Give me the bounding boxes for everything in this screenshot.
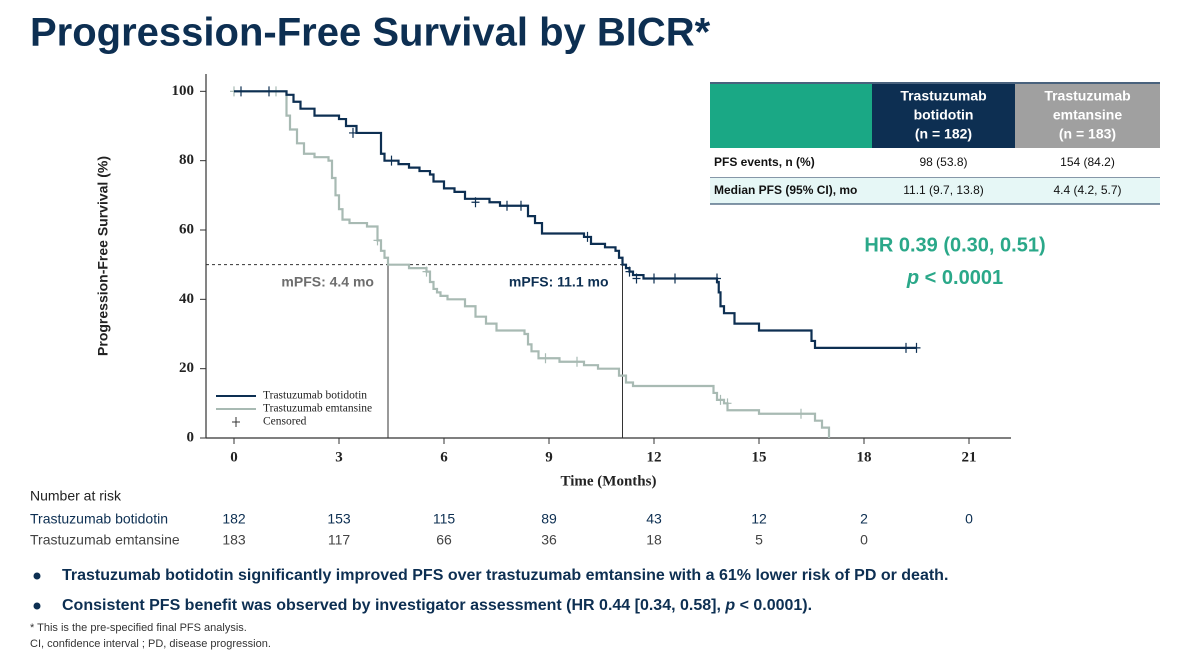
- x-axis-label: Time (Months): [561, 473, 657, 489]
- risk-count: 89: [541, 511, 557, 527]
- table-row: [710, 178, 1160, 204]
- censor-mark: [541, 353, 550, 364]
- censor-mark: [716, 394, 725, 405]
- table-header-cell: [872, 84, 1015, 148]
- table-header-cell: [1015, 84, 1160, 148]
- bullet-text: Consistent PFS benefit was observed by i…: [62, 597, 812, 614]
- p-value: p < 0.0001: [906, 267, 1003, 289]
- censor-mark: [517, 200, 525, 211]
- x-tick-label: 21: [962, 449, 977, 465]
- censor-mark: [713, 273, 721, 284]
- y-tick-label: 100: [172, 83, 195, 99]
- x-tick-label: 15: [752, 449, 767, 465]
- table-header-text: Trastuzumab: [900, 88, 986, 104]
- risk-row-label: Trastuzumab botidotin: [30, 511, 168, 527]
- censor-mark: [573, 356, 581, 367]
- censor-mark: [422, 266, 431, 277]
- risk-table-title: Number at risk: [30, 488, 122, 504]
- risk-count: 36: [541, 532, 557, 548]
- risk-count: 182: [222, 511, 246, 527]
- bullet-dot: [33, 572, 41, 580]
- footnote: CI, confidence interval ; PD, disease pr…: [30, 638, 271, 650]
- censor-mark: [471, 197, 480, 208]
- censor-mark: [797, 408, 805, 419]
- risk-count: 2: [860, 511, 868, 527]
- risk-count: 115: [433, 511, 456, 527]
- y-tick-label: 80: [179, 152, 194, 168]
- censor-mark: [912, 342, 921, 353]
- y-tick-label: 60: [179, 221, 194, 237]
- table-header-text: (n = 182): [915, 126, 972, 142]
- risk-count: 153: [327, 511, 351, 527]
- censor-mark: [671, 273, 679, 284]
- censor-mark: [237, 86, 245, 97]
- censor-mark: [583, 231, 592, 242]
- bullet-dot: [33, 602, 41, 610]
- table-header-text: emtansine: [1053, 107, 1122, 123]
- table-cell: 11.1 (9.7, 13.8): [903, 183, 984, 197]
- median-label: mPFS: 4.4 mo: [281, 273, 374, 289]
- x-tick-label: 6: [440, 449, 448, 465]
- y-tick-label: 40: [179, 291, 194, 307]
- censor-mark: [387, 155, 396, 166]
- table-cell: 4.4 (4.2, 5.7): [1053, 183, 1121, 197]
- table-header-text: (n = 183): [1059, 126, 1116, 142]
- x-tick-label: 0: [230, 449, 238, 465]
- risk-count: 5: [755, 532, 763, 548]
- survival-curve: [234, 90, 917, 349]
- table-cell: Median PFS (95% CI), mo: [714, 183, 857, 197]
- risk-count: 43: [646, 511, 662, 527]
- bullet-part: p: [724, 597, 735, 614]
- bullet-part: < 0.0001).: [735, 597, 812, 614]
- bullet-text: Trastuzumab botidotin significantly impr…: [62, 567, 948, 584]
- censor-mark: [650, 273, 658, 284]
- censor-mark: [265, 86, 273, 97]
- risk-count: 0: [965, 511, 973, 527]
- censor-mark: [349, 127, 357, 138]
- x-tick-label: 3: [335, 449, 343, 465]
- y-axis-label: Progression-Free Survival (%): [95, 156, 111, 356]
- median-label: mPFS: 11.1 mo: [509, 273, 609, 289]
- risk-count: 18: [646, 532, 662, 548]
- x-tick-label: 9: [545, 449, 553, 465]
- censor-mark: [632, 273, 641, 284]
- risk-count: 117: [328, 532, 351, 548]
- table-row: [710, 148, 1160, 178]
- legend-label: Trastuzumab emtansine: [263, 403, 372, 415]
- x-tick-label: 12: [647, 449, 662, 465]
- p-number: < 0.0001: [919, 267, 1003, 289]
- censor-mark: [902, 342, 910, 353]
- footnote: * This is the pre-specified final PFS an…: [30, 622, 247, 634]
- censor-mark: [723, 398, 732, 409]
- slide-title: Progression-Free Survival by BICR*: [30, 11, 711, 55]
- x-tick-label: 18: [857, 449, 872, 465]
- risk-count: 66: [436, 532, 452, 548]
- hazard-ratio: HR 0.39 (0.30, 0.51): [864, 234, 1045, 256]
- survival-curve: [234, 90, 831, 438]
- risk-count: 0: [860, 532, 868, 548]
- risk-count: 12: [751, 511, 767, 527]
- table-cell: 154 (84.2): [1060, 155, 1115, 169]
- risk-row-label: Trastuzumab emtansine: [30, 532, 180, 548]
- bullet-part: Trastuzumab botidotin significantly impr…: [62, 567, 948, 584]
- y-tick-label: 20: [179, 360, 194, 376]
- table-header-cell: [710, 84, 872, 148]
- legend-label: Trastuzumab botidotin: [263, 390, 367, 402]
- table-header-text: botidotin: [914, 107, 974, 123]
- legend-censor-mark: [232, 417, 240, 427]
- bullet-part: Consistent PFS benefit was observed by i…: [62, 597, 725, 614]
- censor-mark: [625, 266, 634, 277]
- legend-label: Censored: [263, 416, 307, 428]
- table-cell: PFS events, n (%): [714, 155, 815, 169]
- risk-count: 183: [222, 532, 246, 548]
- censor-mark: [503, 200, 511, 211]
- y-tick-label: 0: [187, 429, 195, 445]
- table-header-text: Trastuzumab: [1044, 88, 1130, 104]
- censor-mark: [373, 235, 382, 246]
- p-label: p: [906, 267, 919, 289]
- table-cell: 98 (53.8): [919, 155, 967, 169]
